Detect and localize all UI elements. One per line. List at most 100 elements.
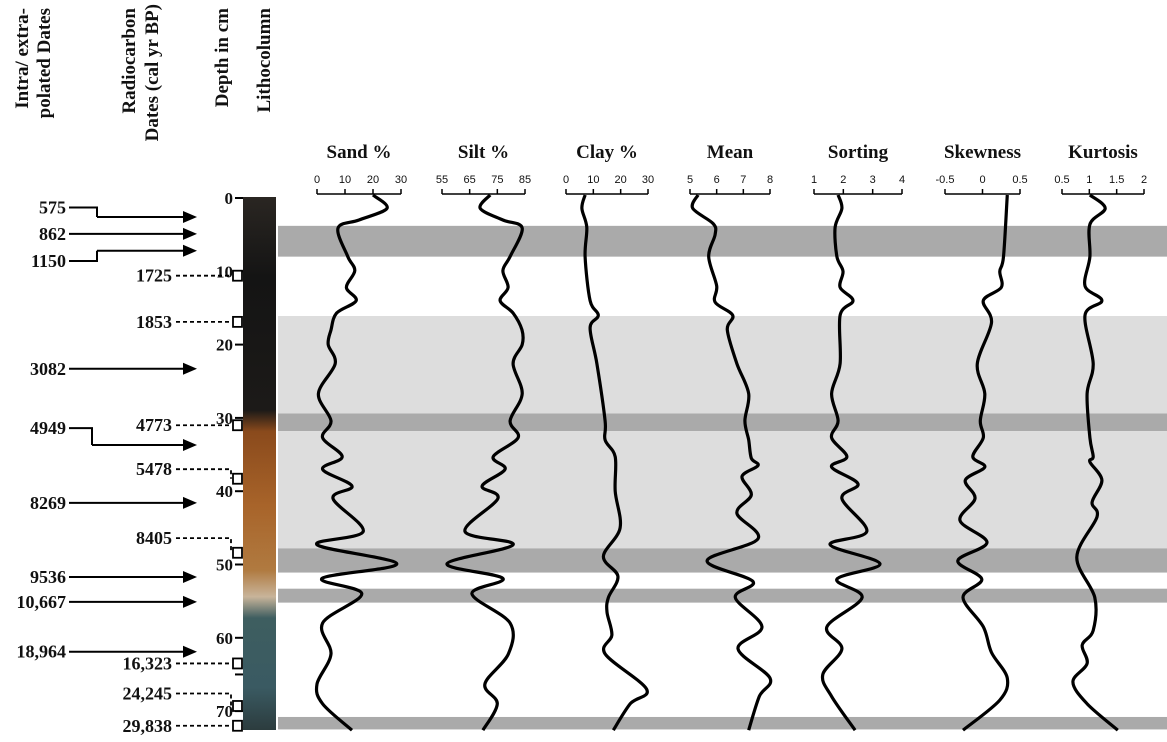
header-radiocarbon-line1: Radiocarbon <box>119 8 140 114</box>
arrow-head-icon <box>183 362 197 375</box>
intra-date-label: 4949 <box>30 418 66 438</box>
depth-tick-label: 20 <box>216 336 233 355</box>
radiocarbon-date-label: 1725 <box>136 266 172 286</box>
panel-mean: Mean 5 6 7 8 <box>687 142 773 731</box>
depth-tick-label: 40 <box>216 482 233 501</box>
header-depth: Depth in cm <box>212 8 233 107</box>
depth-tick-label: 0 <box>225 189 234 208</box>
sample-square-marker <box>232 269 243 282</box>
sample-square-marker <box>232 315 243 328</box>
x-tick-label: 0.5 <box>1012 174 1027 186</box>
x-tick-label: 30 <box>395 174 407 186</box>
sample-square-marker <box>232 719 243 732</box>
x-tick-label: 10 <box>587 174 599 186</box>
intra-date-label: 9536 <box>30 567 66 587</box>
x-tick-label: 4 <box>899 174 905 186</box>
data-curve <box>580 194 649 732</box>
arrow-head-icon <box>183 570 197 583</box>
x-tick-label: 20 <box>367 174 379 186</box>
x-tick-label: 20 <box>615 174 627 186</box>
dashed-leader <box>176 468 232 479</box>
date-annotations: 575 862 1150 3082 4949 8269 9536 10,667 18,964 17… <box>17 198 243 736</box>
radiocarbon-date-label: 1853 <box>136 312 172 332</box>
x-tick-label: 1.5 <box>1109 174 1124 186</box>
data-curve <box>820 194 882 732</box>
header-radiocarbon-line2: Dates (cal yr BP) <box>142 4 163 141</box>
x-tick-label: 7 <box>740 174 746 186</box>
intra-date-label: 8269 <box>30 493 66 513</box>
x-tick-label: 2 <box>840 174 846 186</box>
x-tick-label: 0 <box>979 174 985 186</box>
x-tick-label: 0 <box>563 174 569 186</box>
intra-date-label: 18,964 <box>17 642 67 662</box>
radiocarbon-date-label: 29,838 <box>123 716 173 736</box>
band-dark <box>278 413 1167 432</box>
header-intra-line1: Intra/ extra- <box>12 8 33 109</box>
intra-date-label: 3082 <box>30 359 66 379</box>
band-light <box>278 316 1167 414</box>
x-tick-label: 85 <box>519 174 531 186</box>
depth-tick-label: 50 <box>216 556 233 575</box>
panel-title: Clay % <box>576 142 638 163</box>
x-tick-label: 6 <box>714 174 720 186</box>
band-light <box>278 431 1167 549</box>
panel-title: Skewness <box>944 142 1021 163</box>
panel-title: Sorting <box>828 142 889 163</box>
arrow-head-icon <box>183 227 197 240</box>
radiocarbon-date-label: 4773 <box>136 415 172 435</box>
x-tick-label: 3 <box>870 174 876 186</box>
x-tick-label: 30 <box>642 174 654 186</box>
panel-sand: Sand % 0 10 20 30 <box>314 142 407 732</box>
x-tick-label: 2 <box>1141 174 1147 186</box>
x-tick-label: 0 <box>314 174 320 186</box>
panel-title: Silt % <box>458 142 509 163</box>
sample-square-marker <box>232 472 243 485</box>
header-lithocolumn: Lithocolumn <box>254 8 275 113</box>
radiocarbon-date-label: 5478 <box>136 459 172 479</box>
data-curve <box>1071 193 1119 732</box>
x-tick-label: 1 <box>811 174 817 186</box>
sample-square-marker <box>232 657 243 670</box>
panel-silt: Silt % 55 65 75 85 <box>436 142 531 732</box>
depth-tick-label: 10 <box>216 262 233 281</box>
intra-date-label: 10,667 <box>17 592 67 612</box>
band-dark <box>278 716 1167 730</box>
depth-tick-label: 70 <box>216 702 233 721</box>
radiocarbon-date-label: 8405 <box>136 528 172 548</box>
radiocarbon-date-label: 24,245 <box>123 684 173 704</box>
arrow-step <box>69 250 98 263</box>
panel-title: Kurtosis <box>1068 142 1138 163</box>
x-tick-label: 10 <box>339 174 351 186</box>
dashed-leader <box>176 537 232 553</box>
lithocolumn-core-image <box>243 197 276 730</box>
x-tick-label: 0.5 <box>1054 174 1069 186</box>
panel-clay: Clay % 0 10 20 30 <box>563 142 654 732</box>
x-tick-label: 75 <box>491 174 503 186</box>
x-tick-label: 8 <box>767 174 773 186</box>
x-tick-label: 65 <box>464 174 476 186</box>
column-headers: Intra/ extra- polated Dates Radiocarbon … <box>12 4 275 141</box>
dashed-leader <box>176 692 232 706</box>
x-tick-label: 55 <box>436 174 448 186</box>
arrow-step <box>69 427 93 446</box>
intra-date-label: 575 <box>39 198 66 218</box>
band-dark <box>278 225 1167 257</box>
sample-square-marker <box>232 546 243 559</box>
arrow-step <box>69 206 98 218</box>
data-curve <box>314 193 399 732</box>
data-curve <box>690 194 773 731</box>
arrow-head-icon <box>183 645 197 658</box>
data-curve <box>956 194 1010 732</box>
panel-sorting: Sorting 1 2 3 4 <box>811 142 905 732</box>
depth-tick-label: 60 <box>216 629 233 648</box>
sample-square-marker <box>232 419 243 432</box>
arrow-head-icon <box>183 211 197 224</box>
x-tick-label: -0.5 <box>936 174 955 186</box>
panel-title: Mean <box>707 142 754 163</box>
arrow-head-icon <box>183 439 197 452</box>
arrow-head-icon <box>183 595 197 608</box>
highlight-bands <box>278 225 1167 730</box>
sample-square-marker <box>232 700 243 712</box>
panel-title: Sand % <box>327 142 392 163</box>
